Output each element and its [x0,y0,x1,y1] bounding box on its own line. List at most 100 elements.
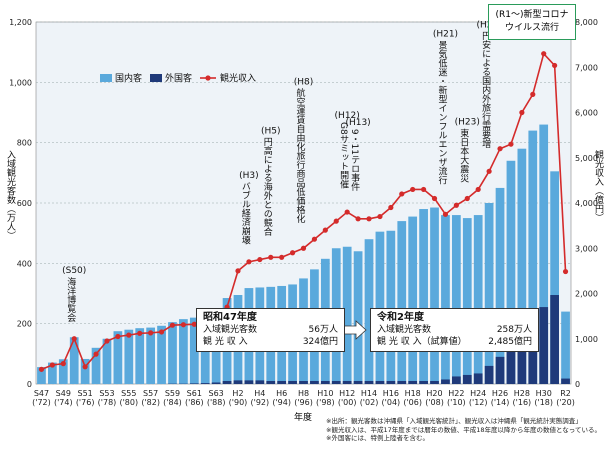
box-left-r1-value: 56万人 [308,325,338,335]
bar-domestic [48,362,57,384]
revenue-point [552,62,558,69]
y2-tick-label: 1,000 [575,335,598,344]
x-tick-label: H26 [492,389,508,398]
y2-axis-title: 観光収入（億円） [593,149,604,222]
legend-swatch [100,74,112,82]
x-tick-label: H12 [339,389,355,398]
revenue-point [49,362,55,368]
revenue-point [410,186,416,193]
revenue-point [442,211,449,217]
bar-foreign [320,380,330,384]
bar-domestic [102,338,112,384]
bar-foreign [331,380,341,384]
revenue-point [137,330,143,336]
y2-tick-label: 4,000 [575,199,598,208]
x-tick-sublabel: ('72) [32,398,51,407]
annotation-text: 航空運賃自由化旅行商品低価格化 [295,87,306,224]
bar-domestic [37,367,46,384]
x-tick-sublabel: ('74) [54,398,73,407]
legend-swatch [150,74,162,82]
revenue-point [453,202,459,208]
x-tick-label: S63 [209,389,224,398]
revenue-line [38,51,569,372]
x-tick-label: S51 [77,389,92,398]
x-tick-sublabel: ('10) [447,398,466,407]
bar-foreign [539,307,549,384]
revenue-point [115,333,121,340]
x-tick-sublabel: ('16) [513,398,532,407]
bar-foreign [189,383,199,384]
x-tick-label: S57 [143,389,158,398]
x-tick-sublabel: ('82) [141,398,160,407]
covid-callout: (R1〜)新型コロナ ウイルス流行 [488,4,576,40]
x-tick-sublabel: ('12) [469,398,488,407]
bar-foreign [528,323,538,384]
annotation-text: 円高による海外との競合 [262,137,273,237]
bar-domestic [528,130,538,384]
source-notes: ※出所：観光客数は沖縄県「入域観光客統計」、観光収入は沖縄県「観光統計実態調査」… [326,417,601,443]
y2-tick-label: 3,000 [575,244,598,253]
x-axis-title: 年度 [294,413,313,423]
revenue-point [421,186,427,193]
annotation-text: 9・11テロ事件 [349,129,360,192]
bar-foreign [222,380,232,384]
revenue-point [104,338,110,344]
revenue-point [366,216,372,222]
x-tick-sublabel: ('00) [338,398,357,407]
bar-foreign [561,378,570,384]
box-left-r2-value: 324億円 [302,337,338,347]
x-tick-sublabel: ('08) [425,398,444,407]
bar-domestic [80,358,90,384]
x-tick-sublabel: ('98) [316,398,335,407]
bar-domestic [124,329,134,384]
x-tick-label: H20 [426,389,442,398]
y-tick-label: 400 [17,259,32,268]
callout-line2: ウイルス流行 [504,23,559,33]
legend-label: 観光収入 [220,72,256,84]
note-2: ※観光収入は、平成17年度までは暦年の数値、平成18年度以降から年度の数値となっ… [326,425,601,434]
revenue-point [333,218,339,224]
revenue-point [377,213,383,220]
x-tick-sublabel: ('84) [163,398,182,407]
bar-domestic [91,347,101,384]
bar-foreign [310,380,319,384]
y2-tick-label: 8,000 [575,18,598,27]
summary-box-reiwa2: 令和2年度 入域観光客数 258万人 観 光 収 入（試算値） 2,485億円 [370,308,539,352]
x-tick-label: H30 [536,389,552,398]
x-tick-label: H8 [298,389,309,398]
x-tick-sublabel: ('18) [534,398,553,407]
note-1: ※出所：観光客数は沖縄県「入域観光客統計」、観光収入は沖縄県「観光統計実態調査」 [326,417,582,425]
bar-domestic [157,325,166,384]
bar-domestic [462,218,472,384]
bar-domestic [408,216,418,384]
bar-foreign [430,380,439,384]
annotation-text: 景気低迷・新型インフルエンザ流行 [436,40,447,185]
bar-foreign [451,376,461,384]
bar-domestic [375,231,385,384]
bar-domestic [69,337,79,384]
bar-foreign [277,380,287,384]
y2-tick-label: 6,000 [575,109,598,118]
annotation-abbr: (H21) [433,30,458,40]
x-tick-label: H2 [232,389,243,398]
bar-domestic [517,148,527,384]
revenue-point [431,195,438,202]
y2-tick-label: 5,000 [575,154,598,163]
bar-domestic [539,124,549,385]
annotation-text: 円安による国内外旅行需要増 [480,31,491,149]
annotation-abbr: (H23) [455,117,480,127]
x-tick-label: S61 [187,389,202,398]
box-right-title: 令和2年度 [377,312,424,323]
y2-tick-label: 0 [575,380,580,389]
x-tick-label: H16 [383,389,399,398]
revenue-point [497,146,503,152]
bar-foreign [233,380,243,384]
revenue-point [289,250,296,256]
bar-domestic [135,328,145,384]
revenue-point [279,254,285,260]
bar-foreign [299,380,308,384]
annotation-text: 海洋博覧会 [65,276,76,323]
annotation-abbr: (H8) [294,77,314,87]
box-right-r1-label: 入域観光客数 [377,325,432,335]
